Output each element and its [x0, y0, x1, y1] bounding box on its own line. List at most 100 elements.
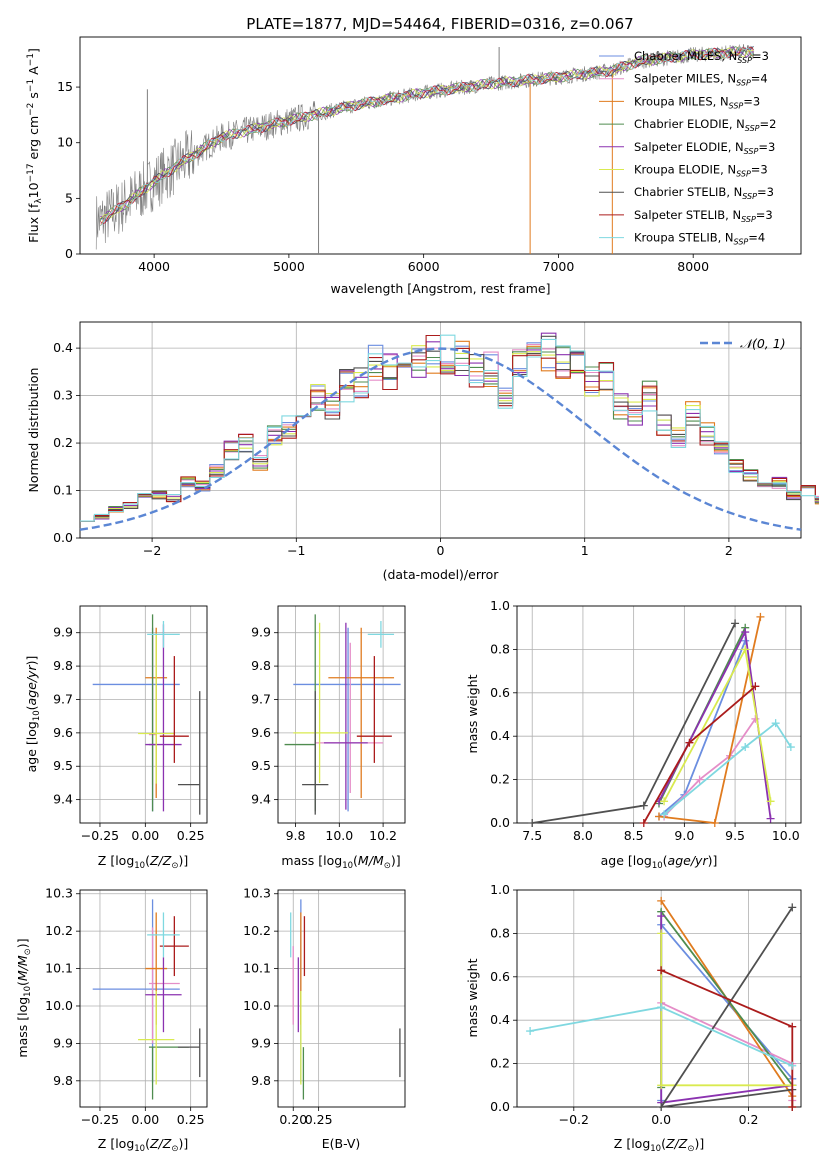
y-tick-label: 10.2 [243, 923, 271, 938]
model-spectrum-line [99, 46, 754, 227]
y-tick-label: 0.0 [490, 815, 510, 830]
residual-histogram [80, 343, 819, 522]
x-tick-label: 10.0 [325, 828, 353, 843]
weight-vs-age-ylabel: mass weight [465, 674, 480, 753]
x-tick-label: −0.25 [81, 828, 119, 843]
y-tick-label: 10.3 [243, 886, 271, 901]
weight-marker [710, 819, 719, 827]
y-tick-label: 9.5 [53, 758, 73, 773]
x-tick-label: 1 [581, 543, 589, 558]
x-tick-label: 5000 [273, 259, 305, 274]
weight-marker [741, 743, 750, 752]
y-tick-label: 0.4 [490, 728, 510, 743]
legend-entry: Salpeter ELODIE, NSSP=3 [634, 140, 775, 156]
weight-line [660, 969, 794, 1107]
weight-marker [756, 612, 765, 621]
x-tick-label: 0.0 [651, 1112, 671, 1127]
weight-marker [741, 645, 750, 654]
x-tick-label: 7.5 [522, 828, 542, 843]
weight-vs-Z-ylabel: mass weight [465, 958, 480, 1037]
y-tick-label: 0.3 [53, 388, 73, 403]
weight-marker [657, 1103, 666, 1111]
weight-marker [657, 966, 666, 975]
y-tick-label: 10.3 [45, 886, 73, 901]
weight-marker [660, 797, 669, 806]
x-tick-label: 8.5 [624, 828, 644, 843]
weight-vs-age-xlabel: age [log10(age/yr)] [601, 853, 718, 871]
weight-marker [741, 628, 750, 637]
weight-marker [657, 1081, 666, 1090]
y-tick-label: 15 [57, 79, 73, 94]
legend-entry: Chabrier MILES, NSSP=3 [634, 49, 769, 65]
age-vs-Z-xlabel: Z [log10(Z/Z⊙)] [98, 853, 188, 871]
y-tick-label: 0.6 [490, 969, 510, 984]
weight-vs-Z-xlabel: Z [log10(Z/Z⊙)] [614, 1136, 704, 1154]
weight-marker [788, 903, 797, 912]
weight-marker [766, 797, 775, 806]
age_vs_mass-frame [277, 605, 406, 824]
y-tick-label: 0.4 [490, 1012, 510, 1027]
y-tick-label: 0.4 [53, 340, 73, 355]
weight-line [663, 646, 772, 802]
x-tick-label: 10.2 [369, 828, 397, 843]
weight-marker [788, 1061, 797, 1070]
weight-marker [657, 929, 666, 938]
weight-marker [771, 719, 780, 728]
x-tick-label: 0.25 [177, 828, 205, 843]
y-tick-label: 9.5 [251, 758, 271, 773]
mass_vs_ebv-frame [277, 889, 406, 1108]
y-tick-label: 9.9 [53, 1035, 73, 1050]
residuals-ylabel: Normed distribution [26, 368, 41, 493]
residual-histogram [80, 342, 819, 522]
y-tick-label: 9.6 [53, 725, 73, 740]
weight-line [660, 916, 793, 1104]
weight-marker [685, 738, 694, 747]
y-tick-label: 10.1 [243, 961, 271, 976]
x-tick-label: 9.5 [725, 828, 745, 843]
x-tick-label: 0.20 [279, 1112, 307, 1127]
x-tick-label: 10.0 [772, 828, 800, 843]
legend-entry: Salpeter STELIB, NSSP=3 [634, 208, 773, 224]
x-tick-label: 0 [437, 543, 445, 558]
mass_vs_Z-axes: −0.25 0.00 0.25 9.8 9.9 10.0 10.1 10.2 10.3 [45, 886, 208, 1127]
y-tick-label: 0.0 [490, 1099, 510, 1114]
x-tick-label: 8000 [677, 259, 709, 274]
age-vs-mass-xlabel: mass [log10(M/M⊙)] [281, 853, 400, 871]
mass-vs-Z-xlabel: Z [log10(Z/Z⊙)] [98, 1136, 188, 1154]
x-tick-label: −0.2 [559, 1112, 589, 1127]
x-tick-label: 6000 [408, 259, 440, 274]
y-tick-label: 9.7 [251, 691, 271, 706]
y-tick-label: 0.6 [490, 685, 510, 700]
y-tick-label: 0.8 [490, 641, 510, 656]
y-tick-label: 0.2 [490, 1056, 510, 1071]
x-tick-label: 0.25 [305, 1112, 333, 1127]
legend-entry: Kroupa STELIB, NSSP=4 [634, 231, 765, 247]
x-tick-label: 0.00 [131, 828, 159, 843]
legend-entry: Chabrier STELIB, NSSP=3 [634, 185, 774, 201]
age-vs-Z-ylabel: age [log10(age/yr)] [24, 656, 42, 773]
y-tick-label: 0.8 [490, 925, 510, 940]
residuals-xlabel: (data-model)/error [383, 567, 500, 582]
x-tick-label: 9.0 [674, 828, 694, 843]
weight-marker [751, 714, 760, 723]
age_vs_mass-axes: 9.8 10.0 10.2 9.4 9.5 9.6 9.7 9.8 9.9 [251, 605, 406, 843]
y-tick-label: 9.7 [53, 691, 73, 706]
y-tick-label: 9.8 [251, 1073, 271, 1088]
y-tick-label: 0.1 [53, 483, 73, 498]
weight-line [660, 933, 793, 1087]
weight-marker [786, 743, 795, 752]
y-tick-label: 0.2 [53, 435, 73, 450]
legend-entry: Salpeter MILES, NSSP=4 [634, 72, 768, 88]
x-tick-label: 9.8 [286, 828, 306, 843]
y-tick-label: 9.8 [53, 658, 73, 673]
residual-histogram [80, 334, 819, 522]
y-tick-label: 10.0 [45, 998, 73, 1013]
weight-line [658, 629, 772, 819]
y-tick-label: 9.9 [251, 625, 271, 640]
y-tick-label: 10.1 [45, 961, 73, 976]
weight-marker [660, 810, 669, 819]
mass_vs_ebv-axes: 0.200.25 9.8 9.9 10.0 10.1 10.2 10.3 [243, 886, 406, 1127]
weight-marker [695, 775, 704, 784]
